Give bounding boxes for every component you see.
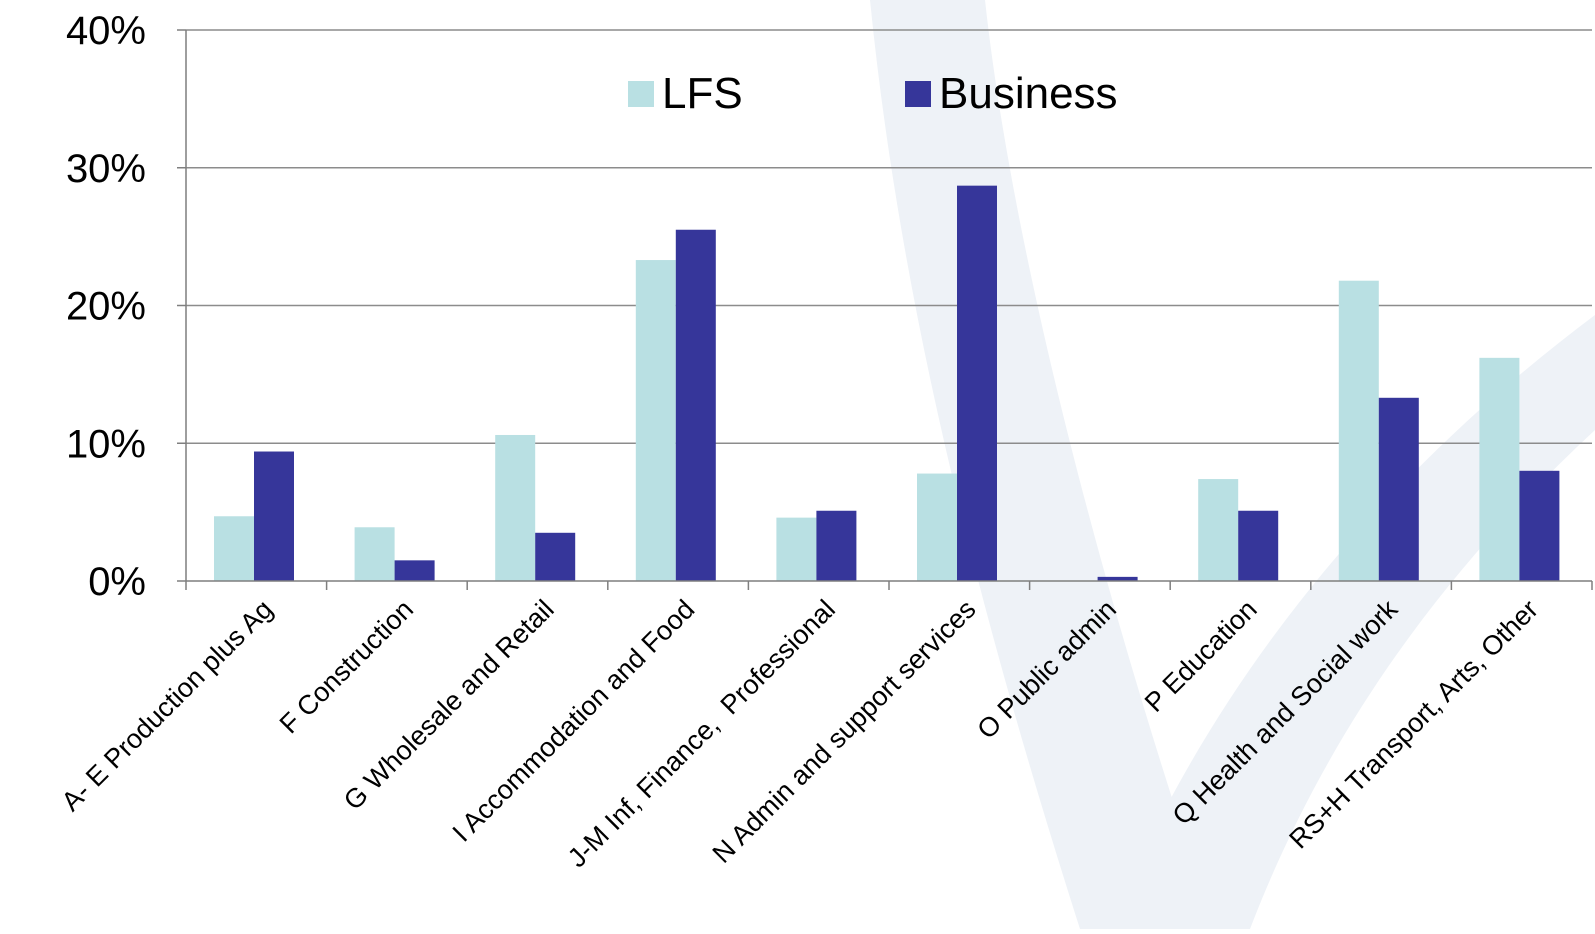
y-tick-label: 10% <box>66 422 146 466</box>
y-tick-label: 30% <box>66 147 146 191</box>
bar-business-6 <box>1097 576 1138 581</box>
legend-label-business: Business <box>939 69 1118 118</box>
bar-business-7 <box>1238 510 1279 581</box>
bar-lfs-8 <box>1338 280 1379 581</box>
legend-swatch-lfs <box>628 81 654 107</box>
background-watermark <box>870 0 1595 929</box>
bar-lfs-0 <box>214 516 254 581</box>
x-tick-label: J-M Inf, Finance, Professional <box>562 594 841 873</box>
bar-lfs-2 <box>495 434 536 581</box>
bar-lfs-3 <box>635 260 676 581</box>
legend: LFS Business <box>628 69 1118 118</box>
y-tick-label: 0% <box>88 560 146 604</box>
x-tick-label: N Admin and support services <box>707 594 982 869</box>
bar-lfs-4 <box>776 517 817 581</box>
bar-lfs-5 <box>917 473 957 581</box>
legend-label-lfs: LFS <box>662 69 743 118</box>
y-tick-label: 40% <box>66 9 146 53</box>
x-tick-label: A- E Production plus Ag <box>56 594 279 817</box>
y-tick-label: 20% <box>66 285 146 329</box>
bar-business-3 <box>675 229 716 582</box>
axes <box>177 29 1593 590</box>
bar-business-1 <box>394 560 435 581</box>
bar-business-5 <box>957 185 997 581</box>
legend-swatch-business <box>905 81 931 107</box>
bar-business-4 <box>816 510 857 581</box>
watermark-band-left <box>870 0 1215 929</box>
watermark-band-right <box>1110 315 1595 929</box>
x-tick-label: I Accommodation and Food <box>447 594 701 848</box>
bar-lfs-9 <box>1479 357 1520 581</box>
y-tick-labels: 0% 10% 20% 30% 40% <box>66 9 146 604</box>
bar-business-8 <box>1378 397 1419 581</box>
bar-business-9 <box>1519 470 1560 581</box>
bar-business-2 <box>535 532 576 581</box>
bars <box>214 185 1560 582</box>
bar-lfs-1 <box>354 527 395 581</box>
bar-business-0 <box>254 451 294 581</box>
bar-lfs-7 <box>1198 479 1239 581</box>
x-tick-label: F Construction <box>274 594 419 739</box>
